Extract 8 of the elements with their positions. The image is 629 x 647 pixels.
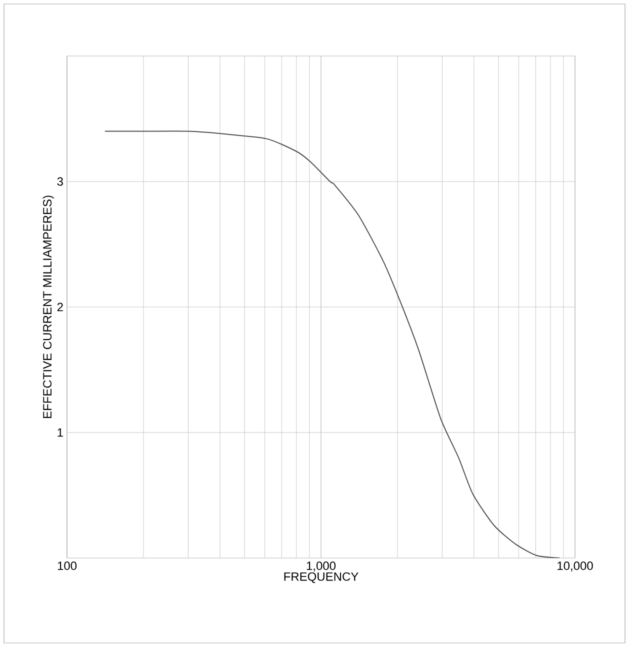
y-tick-label: 3 (57, 177, 63, 186)
y-tick-label: 2 (57, 302, 63, 312)
x-tick-label: 1,000 (306, 562, 336, 572)
x-tick-label: 10,000 (558, 562, 593, 572)
x-tick-label: 100 (58, 562, 77, 570)
y-axis-title: EFFECTIVE CURRENT MILLIAMPERES) (42, 196, 54, 418)
x-axis-title: FREQUENCY (284, 572, 358, 583)
y-tick-label: 1 (58, 428, 63, 437)
